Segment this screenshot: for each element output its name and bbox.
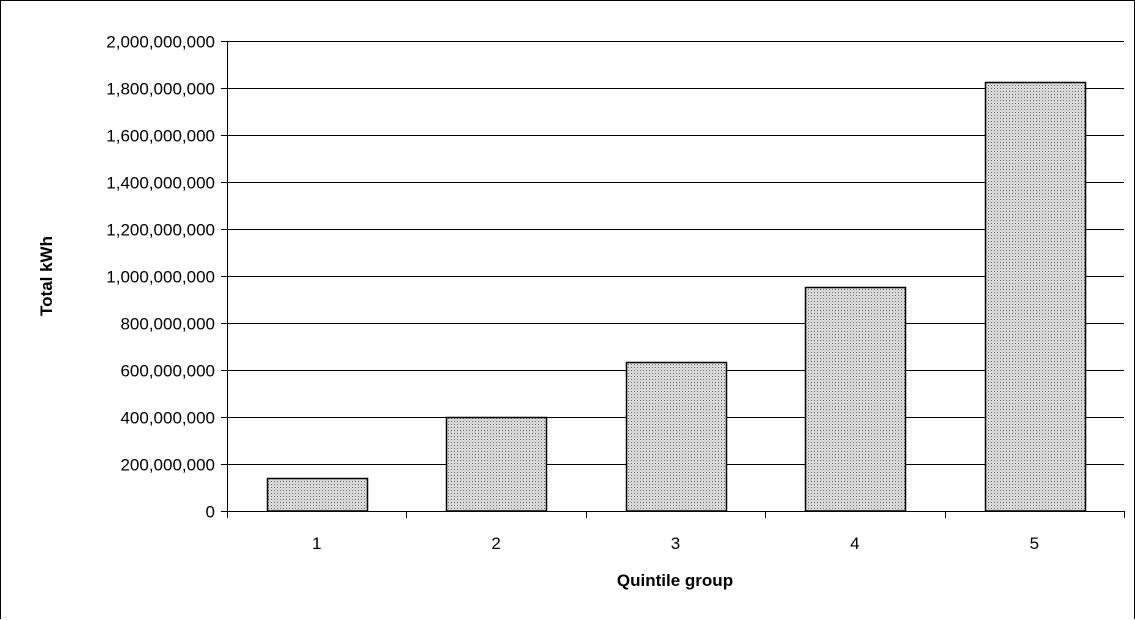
x-tick-label: 1 bbox=[312, 534, 321, 553]
bar-5 bbox=[984, 81, 1087, 512]
y-tick-label: 1,200,000,000 bbox=[106, 221, 215, 240]
y-tick-label: 800,000,000 bbox=[120, 315, 215, 334]
bar-3 bbox=[625, 361, 728, 512]
y-tick-label: 400,000,000 bbox=[120, 409, 215, 428]
y-tick-label: 1,600,000,000 bbox=[106, 127, 215, 146]
axes bbox=[221, 41, 1125, 518]
y-tick-label: 1,400,000,000 bbox=[106, 174, 215, 193]
bar-2 bbox=[445, 416, 548, 512]
x-tick-label: 2 bbox=[491, 534, 500, 553]
y-axis-title: Total kWh bbox=[37, 236, 56, 316]
y-tick-label: 200,000,000 bbox=[120, 456, 215, 475]
y-tick-labels: 0 200,000,000 400,000,000 600,000,000 800,00… bbox=[106, 33, 215, 522]
gridlines bbox=[227, 41, 1124, 465]
bar-4 bbox=[804, 286, 907, 512]
bars bbox=[266, 81, 1087, 512]
y-tick-label: 600,000,000 bbox=[120, 362, 215, 381]
x-tick-labels: 1 2 3 4 5 bbox=[312, 534, 1039, 553]
x-axis-title: Quintile group bbox=[617, 571, 733, 590]
x-tick-label: 4 bbox=[850, 534, 859, 553]
y-tick-label: 2,000,000,000 bbox=[106, 33, 215, 52]
y-tick-label: 0 bbox=[206, 503, 215, 522]
x-tick-label: 3 bbox=[671, 534, 680, 553]
y-tick-label: 1,000,000,000 bbox=[106, 268, 215, 287]
x-tick-label: 5 bbox=[1030, 534, 1039, 553]
y-tick-label: 1,800,000,000 bbox=[106, 80, 215, 99]
bar-1 bbox=[266, 477, 369, 512]
